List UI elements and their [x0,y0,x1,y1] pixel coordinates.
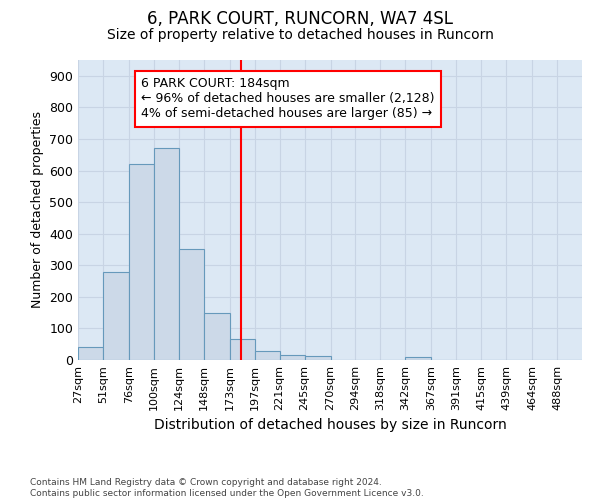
X-axis label: Distribution of detached houses by size in Runcorn: Distribution of detached houses by size … [154,418,506,432]
Bar [406,357,431,360]
Bar [280,356,305,360]
Text: 6, PARK COURT, RUNCORN, WA7 4SL: 6, PARK COURT, RUNCORN, WA7 4SL [147,10,453,28]
Bar [154,148,179,360]
Bar [230,340,254,360]
Bar [254,350,280,360]
Bar [129,164,154,360]
Bar [179,250,204,360]
Bar [204,314,230,360]
Bar [78,346,103,360]
Bar [305,356,331,360]
Y-axis label: Number of detached properties: Number of detached properties [31,112,44,308]
Text: 6 PARK COURT: 184sqm
← 96% of detached houses are smaller (2,128)
4% of semi-det: 6 PARK COURT: 184sqm ← 96% of detached h… [142,78,435,120]
Text: Contains HM Land Registry data © Crown copyright and database right 2024.
Contai: Contains HM Land Registry data © Crown c… [30,478,424,498]
Text: Size of property relative to detached houses in Runcorn: Size of property relative to detached ho… [107,28,493,42]
Bar [103,272,129,360]
